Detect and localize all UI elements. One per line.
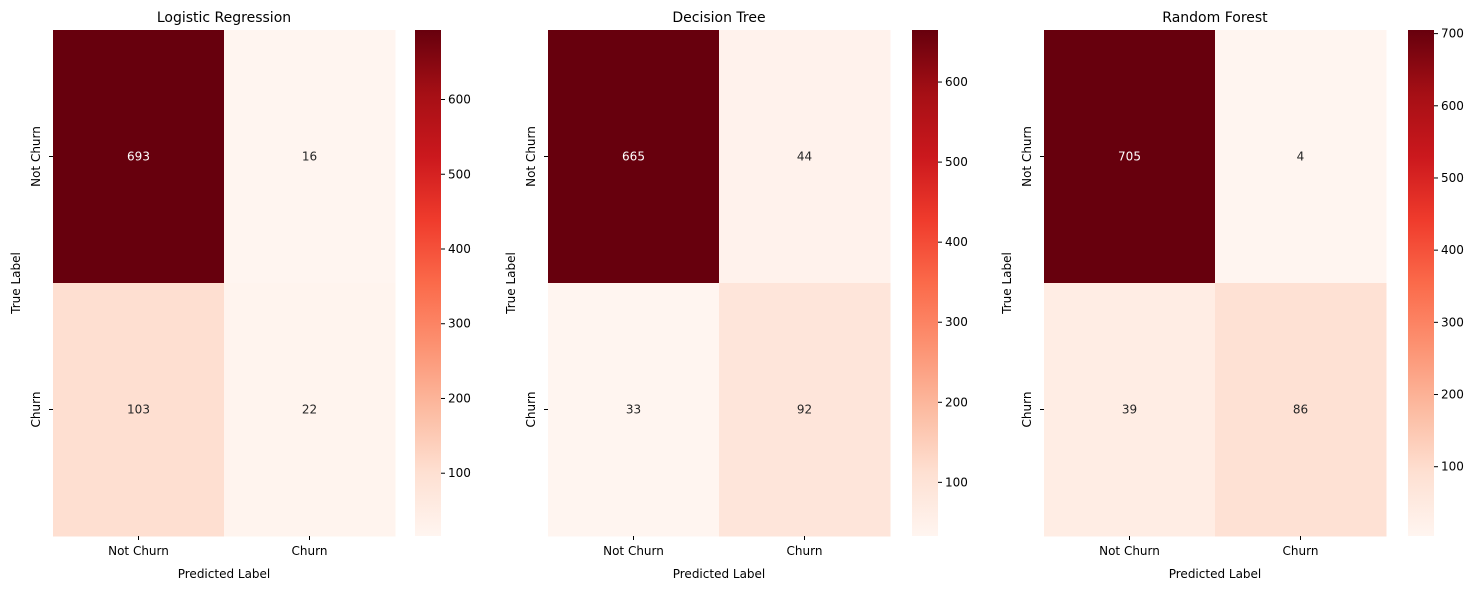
colorbar-tick-label: 300 — [448, 317, 471, 331]
colorbar-tick-label: 600 — [945, 75, 968, 89]
y-tick-label: Churn — [524, 392, 538, 428]
heatmap-cell — [1215, 30, 1387, 284]
y-axis-label: True Label — [1000, 252, 1014, 315]
y-tick-label: Churn — [29, 392, 43, 428]
colorbar — [415, 30, 441, 536]
colorbar — [912, 30, 938, 536]
y-tick-label: Not Churn — [1020, 126, 1034, 187]
colorbar-tick-label: 500 — [1441, 171, 1464, 185]
y-tick-label: Not Churn — [524, 126, 538, 187]
colorbar-tick-label: 200 — [945, 395, 968, 409]
colorbar-tick-label: 300 — [945, 315, 968, 329]
cell-value-label: 44 — [797, 150, 812, 164]
chart-title: Random Forest — [1162, 10, 1268, 26]
cell-value-label: 33 — [626, 403, 641, 417]
cell-value-label: 86 — [1293, 403, 1308, 417]
heatmap-cell — [1044, 283, 1216, 537]
colorbar-tick-label: 100 — [1441, 460, 1464, 474]
heatmap-cell — [53, 30, 225, 284]
cell-value-label: 16 — [302, 150, 317, 164]
heatmap-cell — [1044, 30, 1216, 284]
heatmap-cell — [719, 283, 891, 537]
x-axis-label: Predicted Label — [673, 567, 766, 581]
confusion-matrix-panel-1: 693 16 103 22 Logistic Regression Not Churn Ch… — [9, 10, 471, 581]
colorbar-tick-label: 300 — [1441, 315, 1464, 329]
colorbar-tick-label: 500 — [448, 167, 471, 181]
x-tick-label: Churn — [1283, 544, 1319, 558]
colorbar-tick-label: 200 — [448, 391, 471, 405]
x-tick-label: Not Churn — [603, 544, 664, 558]
confusion-matrix-panel-2: 665 44 33 92 Decision Tree Not Churn Churn Not … — [504, 10, 968, 581]
cell-value-label: 705 — [1118, 150, 1141, 164]
heatmap-cell — [719, 30, 891, 284]
colorbar-tick-label: 400 — [1441, 243, 1464, 257]
cell-value-label: 4 — [1297, 150, 1305, 164]
cell-value-label: 22 — [302, 403, 317, 417]
y-axis-label: True Label — [504, 252, 518, 315]
y-tick-label: Churn — [1020, 392, 1034, 428]
colorbar-tick-label: 700 — [1441, 27, 1464, 41]
x-axis-label: Predicted Label — [1169, 567, 1262, 581]
cell-value-label: 693 — [127, 150, 150, 164]
confusion-matrix-panel-3: 705 4 39 86 Random Forest Not Churn Churn Not C… — [1000, 10, 1464, 581]
colorbar-tick-label: 100 — [448, 466, 471, 480]
x-tick-label: Not Churn — [108, 544, 169, 558]
x-axis-label: Predicted Label — [178, 567, 271, 581]
heatmap-cell — [224, 30, 396, 284]
colorbar-tick-label: 500 — [945, 155, 968, 169]
y-axis-label: True Label — [9, 252, 23, 315]
cell-value-label: 665 — [622, 150, 645, 164]
y-tick-label: Not Churn — [29, 126, 43, 187]
heatmap-cell — [1215, 283, 1387, 537]
colorbar-tick-label: 100 — [945, 475, 968, 489]
cell-value-label: 39 — [1122, 403, 1137, 417]
heatmap-cell — [548, 283, 720, 537]
chart-title: Decision Tree — [672, 10, 765, 26]
cell-value-label: 92 — [797, 403, 812, 417]
heatmap-cell — [224, 283, 396, 537]
x-tick-label: Not Churn — [1099, 544, 1160, 558]
chart-title: Logistic Regression — [157, 10, 291, 26]
colorbar-tick-label: 400 — [945, 235, 968, 249]
colorbar-tick-label: 200 — [1441, 388, 1464, 402]
cell-value-label: 103 — [127, 403, 150, 417]
x-tick-label: Churn — [292, 544, 328, 558]
colorbar-tick-label: 400 — [448, 242, 471, 256]
x-tick-label: Churn — [787, 544, 823, 558]
colorbar — [1408, 30, 1434, 536]
colorbar-tick-label: 600 — [448, 93, 471, 107]
heatmap-cell — [548, 30, 720, 284]
heatmap-cell — [53, 283, 225, 537]
colorbar-tick-label: 600 — [1441, 99, 1464, 113]
